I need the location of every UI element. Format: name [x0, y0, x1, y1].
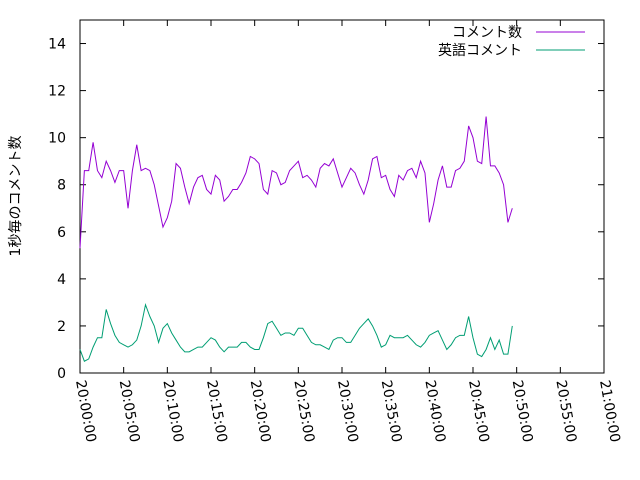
x-tick-label: 20:20:00: [247, 379, 274, 444]
plot-frame: [79, 19, 605, 374]
x-tick-label: 20:40:00: [421, 379, 448, 444]
y-tick-label: 12: [48, 84, 66, 100]
y-tick-label: 14: [48, 37, 66, 53]
plot-area: 0 2 4 6 8 10 12 14 20:00:00 20:05:00 20:10:00 20:15…: [48, 19, 623, 444]
x-tick-label: 20:10:00: [159, 379, 186, 444]
x-tick-label: 20:15:00: [203, 379, 230, 444]
x-tick-label: 21:00:00: [596, 379, 623, 444]
y-tick-label: 8: [57, 178, 66, 194]
y-tick-label: 4: [57, 272, 66, 288]
series-line-1: [79, 116, 513, 249]
y-axis-label: 1秒毎のコメント数: [8, 136, 24, 257]
x-tick-label: 20:00:00: [72, 379, 99, 444]
x-tick-label: 20:55:00: [552, 379, 579, 444]
y-tick-label: 10: [48, 131, 66, 147]
y-tick-label: 6: [57, 225, 66, 241]
y-tick-label: 2: [57, 319, 66, 335]
x-tick-label: 20:25:00: [290, 379, 317, 444]
x-tick-label: 20:05:00: [116, 379, 143, 444]
x-tick-label: 20:45:00: [465, 379, 492, 444]
legend-label: コメント数: [452, 25, 522, 41]
series-line-2: [79, 302, 513, 362]
x-tick-label: 20:50:00: [509, 379, 536, 444]
legend-label: 英語コメント: [438, 42, 522, 59]
y-tick-label: 0: [57, 366, 66, 382]
x-tick-label: 20:30:00: [334, 379, 361, 444]
x-tick-label: 20:35:00: [378, 379, 405, 444]
